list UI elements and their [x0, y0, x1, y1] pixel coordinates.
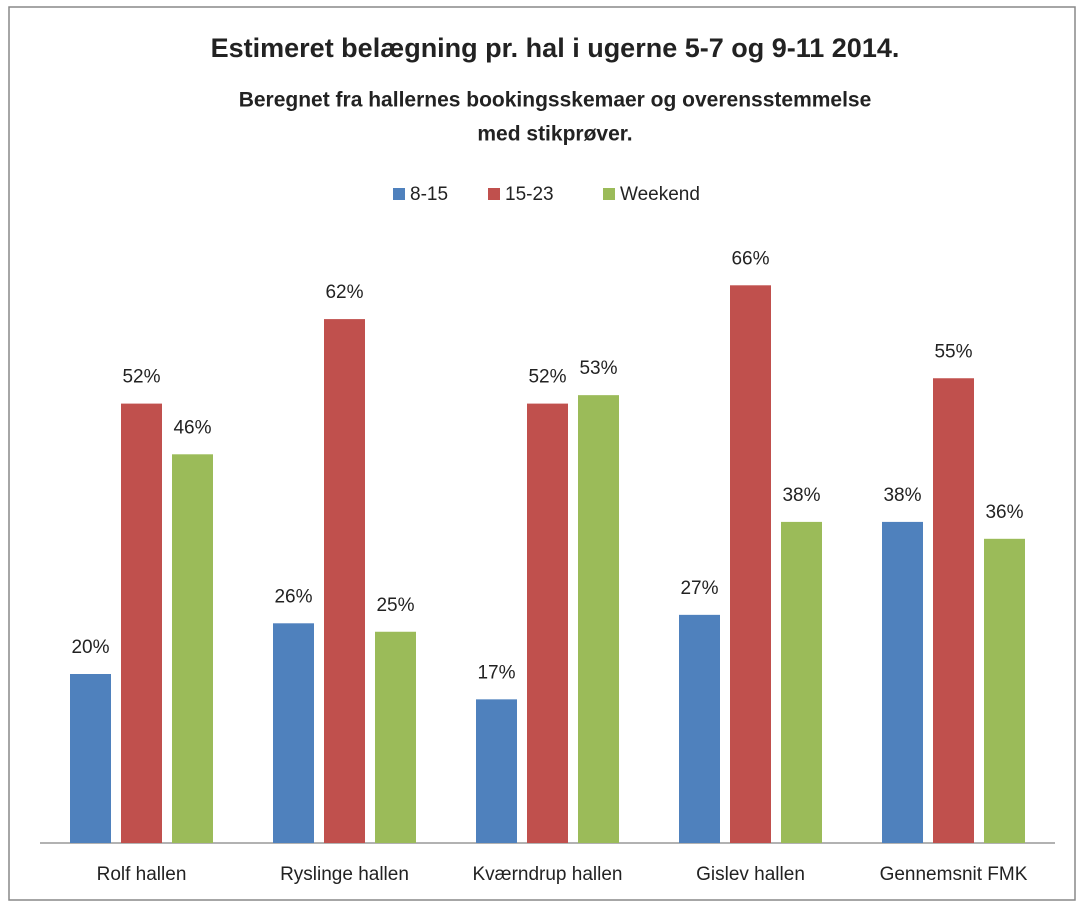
data-label: 52%	[528, 367, 566, 388]
bar	[527, 403, 568, 843]
x-tick-label: Gislev hallen	[696, 864, 805, 885]
legend-label: Weekend	[620, 184, 700, 205]
bar	[324, 319, 365, 844]
bar	[70, 674, 111, 843]
bar	[781, 521, 822, 843]
data-label: 36%	[985, 502, 1023, 523]
bar	[375, 631, 416, 843]
chart-title: Estimeret belægning pr. hal i ugerne 5-7…	[211, 33, 900, 63]
data-label: 38%	[883, 485, 921, 506]
bar	[679, 614, 720, 843]
bar	[984, 538, 1025, 843]
x-tick-label: Ryslinge hallen	[280, 864, 409, 885]
x-tick-label: Rolf hallen	[97, 864, 187, 885]
legend-swatch	[603, 188, 615, 200]
x-tick-label: Kværndrup hallen	[473, 864, 623, 885]
bar	[121, 403, 162, 843]
chart-subtitle: Beregnet fra hallernes bookingsskemaer o…	[239, 89, 872, 112]
legend-label: 8-15	[410, 184, 448, 205]
bar	[933, 378, 974, 843]
data-label: 66%	[731, 248, 769, 269]
bar	[172, 454, 213, 843]
data-label: 38%	[782, 485, 820, 506]
bar	[730, 285, 771, 843]
data-label: 25%	[376, 595, 414, 616]
data-label: 26%	[274, 586, 312, 607]
data-label: 55%	[934, 341, 972, 362]
bar	[882, 521, 923, 843]
chart-subtitle: med stikprøver.	[477, 123, 632, 146]
data-label: 17%	[477, 662, 515, 683]
data-label: 52%	[122, 367, 160, 388]
bar	[578, 395, 619, 843]
legend-swatch	[393, 188, 405, 200]
data-label: 27%	[680, 578, 718, 599]
data-label: 20%	[71, 637, 109, 658]
legend-swatch	[488, 188, 500, 200]
x-tick-label: Gennemsnit FMK	[880, 864, 1028, 885]
bar	[476, 699, 517, 843]
legend-label: 15-23	[505, 184, 554, 205]
data-label: 62%	[325, 282, 363, 303]
bar	[273, 623, 314, 843]
data-label: 53%	[579, 358, 617, 379]
data-label: 46%	[173, 417, 211, 438]
